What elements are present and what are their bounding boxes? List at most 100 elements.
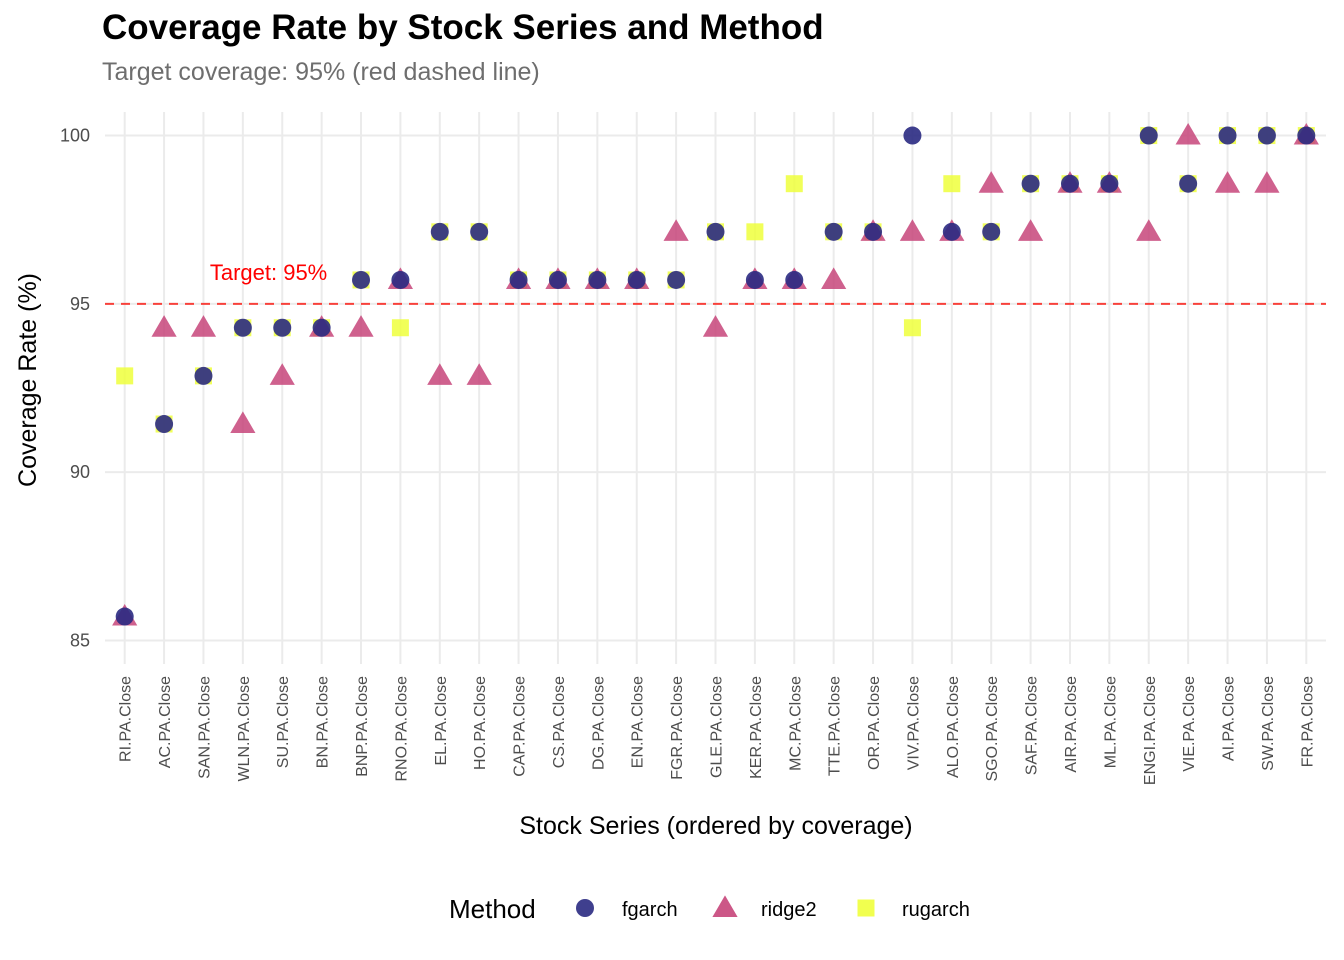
x-tick-label: SGO.PA.Close [984, 676, 1001, 782]
x-tick-label: DG.PA.Close [590, 676, 607, 770]
x-tick-label: GLE.PA.Close [709, 676, 726, 778]
x-tick-label: ALO.PA.Close [945, 676, 962, 778]
fgarch-point [982, 222, 1001, 241]
gridlines [105, 112, 1326, 664]
fgarch-point [627, 270, 646, 289]
ridge2-point [427, 363, 453, 385]
chart-subtitle: Target coverage: 95% (red dashed line) [102, 58, 540, 86]
x-tick-label: TTE.PA.Close [827, 676, 844, 776]
fgarch-point [509, 270, 528, 289]
reference-line-group: Target: 95% [105, 260, 1326, 305]
x-tick-label: WLN.PA.Close [236, 676, 253, 782]
chart-title: Coverage Rate by Stock Series and Method [102, 8, 824, 47]
legend: Method fgarch ridge2 rugarch [449, 894, 970, 924]
x-tick-label: BNP.PA.Close [354, 676, 371, 777]
x-tick-label: KER.PA.Close [748, 676, 765, 779]
ridge2-point [190, 315, 217, 337]
x-tick-label: EL.PA.Close [433, 676, 450, 766]
fgarch-point [548, 270, 567, 289]
rugarch-point [903, 319, 921, 337]
x-tick-label: SAF.PA.Close [1024, 676, 1041, 775]
rugarch-point [785, 175, 803, 193]
legend-label-fgarch: fgarch [622, 899, 678, 921]
fgarch-point [1100, 174, 1119, 193]
data-points [112, 122, 1319, 626]
fgarch-point [903, 126, 922, 145]
legend-label-ridge2: ridge2 [761, 899, 817, 921]
fgarch-point [745, 270, 764, 289]
ridge2-point [663, 219, 689, 241]
series-fgarch [115, 126, 1316, 626]
y-tick-label: 100 [60, 126, 90, 146]
ridge2-point [821, 267, 847, 289]
rugarch-point [943, 175, 961, 193]
fgarch-point [352, 270, 371, 289]
fgarch-point [1060, 174, 1079, 193]
x-tick-label: MC.PA.Close [787, 676, 804, 771]
fgarch-point [115, 607, 134, 626]
fgarch-point [273, 318, 292, 337]
x-tick-label: VIE.PA.Close [1181, 676, 1198, 772]
y-tick-label: 95 [70, 294, 90, 314]
x-tick-label: RI.PA.Close [118, 676, 135, 762]
axis-labels: 85 90 95 100 RI.PA.Close AC.PA.Close SAN.PA.Cl… [60, 126, 1316, 786]
x-tick-label: RNO.PA.Close [393, 676, 410, 782]
rugarch-point [746, 223, 764, 241]
fgarch-point [1297, 126, 1316, 145]
fgarch-point [155, 415, 174, 434]
x-axis-title: Stock Series (ordered by coverage) [519, 812, 912, 840]
ridge2-point [899, 219, 926, 241]
legend-title: Method [449, 894, 536, 924]
legend-label-rugarch: rugarch [902, 899, 970, 921]
y-axis-title: Coverage Rate (%) [14, 273, 42, 487]
fgarch-point [233, 318, 252, 337]
fgarch-point [824, 222, 843, 241]
fgarch-point [470, 222, 489, 241]
x-tick-label: VIV.PA.Close [905, 676, 922, 770]
x-tick-label: FGR.PA.Close [669, 676, 686, 780]
fgarch-point [194, 366, 213, 385]
ridge2-point [702, 315, 729, 337]
x-tick-label: AIR.PA.Close [1063, 676, 1080, 773]
fgarch-point [864, 222, 883, 241]
fgarch-point [1139, 126, 1158, 145]
x-tick-label: EN.PA.Close [630, 676, 647, 768]
fgarch-point [706, 222, 725, 241]
x-tick-label: SAN.PA.Close [196, 676, 213, 779]
target-reference-label: Target: 95% [210, 260, 327, 285]
rugarch-point [116, 367, 134, 385]
fgarch-point [1257, 126, 1276, 145]
legend-item-rugarch: rugarch [857, 899, 970, 921]
x-tick-label: FR.PA.Close [1299, 676, 1316, 767]
rugarch-point [391, 319, 409, 337]
fgarch-point [430, 222, 449, 241]
x-tick-label: SU.PA.Close [275, 676, 292, 768]
fgarch-point [942, 222, 961, 241]
legend-item-fgarch: fgarch [576, 899, 678, 921]
x-tick-label: BN.PA.Close [315, 676, 332, 768]
fgarch-point [667, 270, 686, 289]
ridge2-point [151, 315, 177, 337]
x-tick-label: AI.PA.Close [1221, 676, 1238, 761]
ridge2-point [348, 315, 374, 337]
x-tick-label: HO.PA.Close [472, 676, 489, 770]
ridge2-point [466, 363, 492, 385]
ridge2-point [230, 411, 256, 434]
ridge2-point [1254, 171, 1280, 193]
x-tick-label: CS.PA.Close [551, 676, 568, 768]
legend-item-ridge2: ridge2 [712, 895, 817, 921]
x-tick-label: OR.PA.Close [866, 676, 883, 770]
x-tick-label: CAP.PA.Close [512, 676, 529, 777]
x-tick-label: SW.PA.Close [1260, 676, 1277, 771]
fgarch-point [391, 270, 410, 289]
fgarch-point [312, 318, 331, 337]
y-tick-label: 90 [70, 462, 90, 482]
y-tick-label: 85 [70, 630, 90, 650]
ridge2-point [269, 363, 295, 385]
fgarch-point [1218, 126, 1237, 145]
ridge2-point [1017, 219, 1044, 241]
ridge2-point [978, 171, 1004, 193]
x-tick-label: AC.PA.Close [157, 676, 174, 768]
ridge2-point [1175, 122, 1201, 145]
